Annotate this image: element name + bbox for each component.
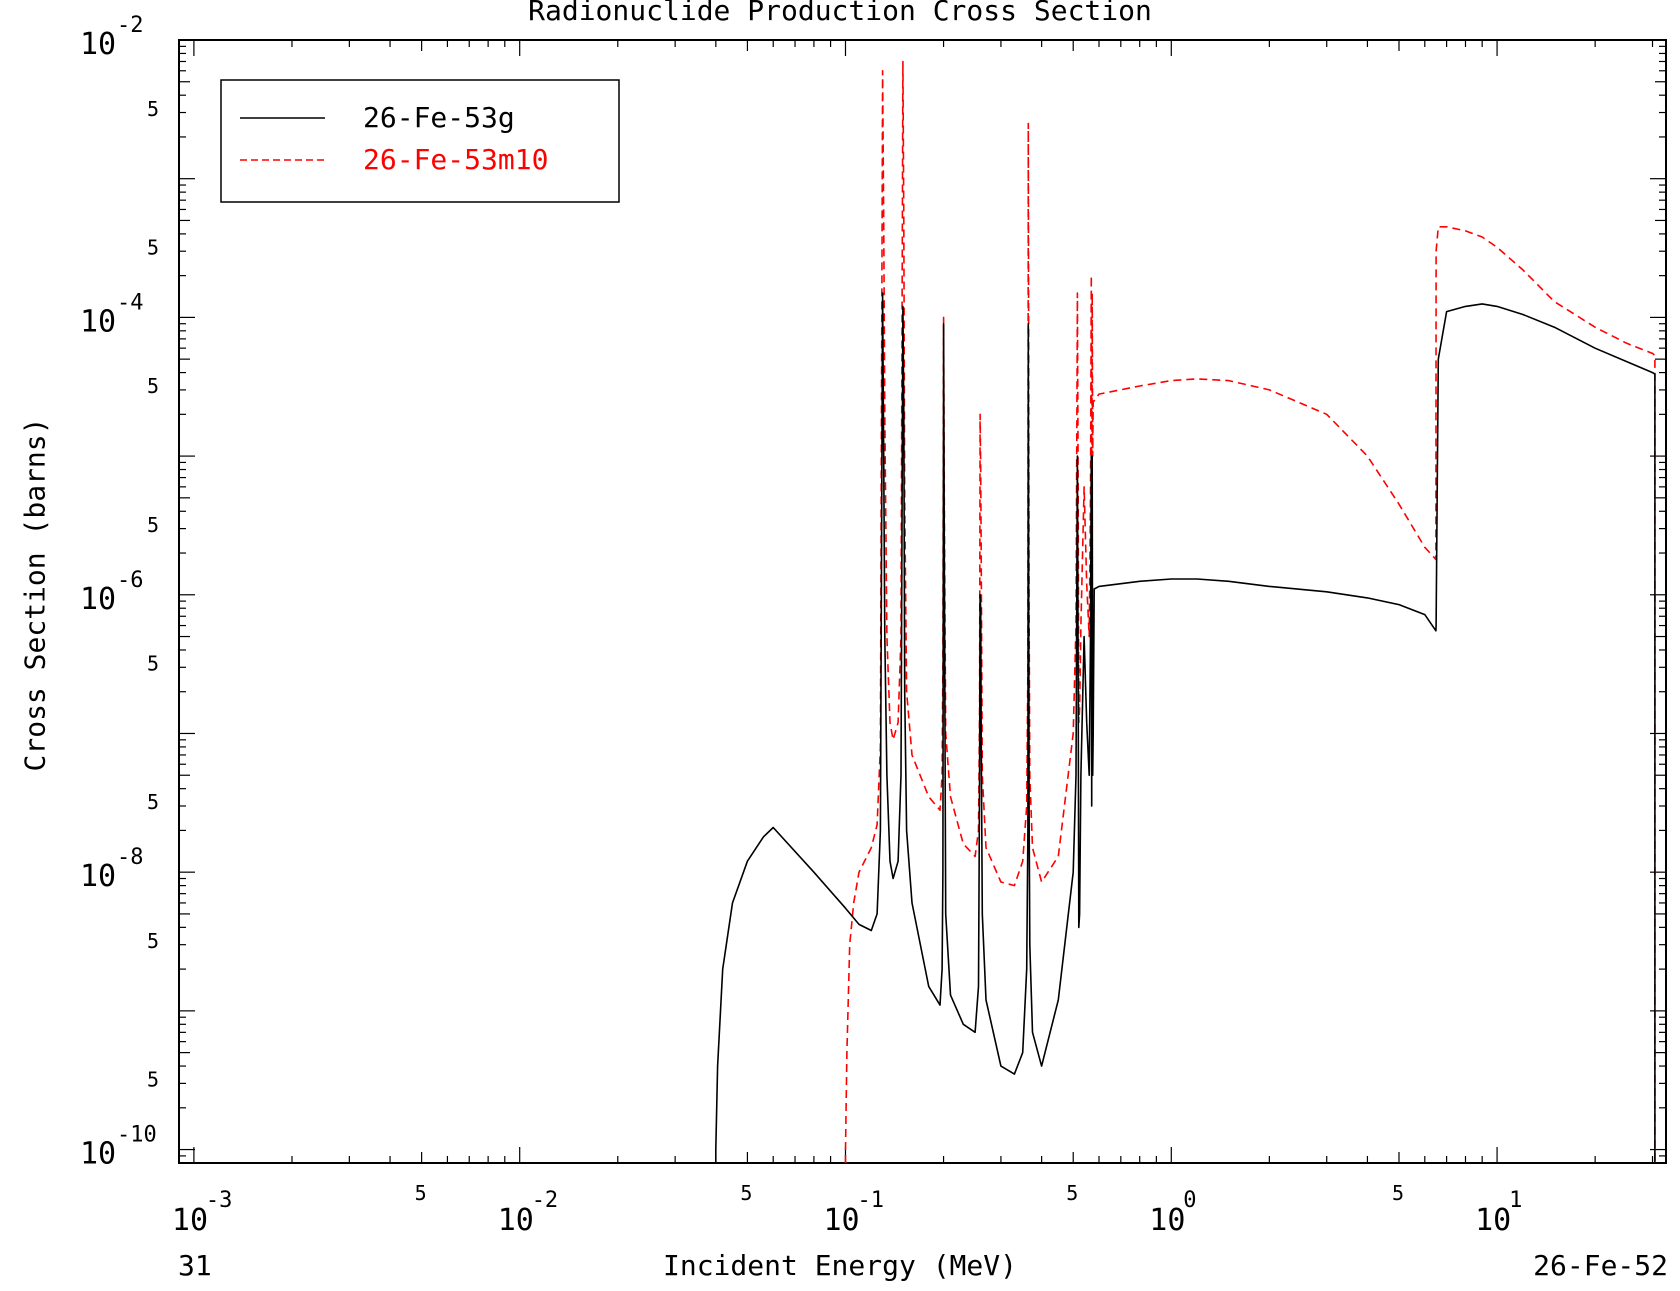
y-tick-label: 10: [80, 304, 116, 339]
y-tick-label-exponent: -6: [117, 568, 144, 593]
x-tick-label: 10: [172, 1203, 208, 1238]
series-line-26-Fe-53g: [714, 292, 1656, 1163]
plot-frame: [178, 39, 1667, 1164]
x-tick-label: 5: [1392, 1181, 1404, 1205]
x-tick-label-exponent: -1: [857, 1188, 884, 1213]
y-tick-label: 5: [147, 929, 159, 953]
x-tick-label: 5: [415, 1181, 427, 1205]
footer-right-text: 26-Fe-52: [1533, 1249, 1668, 1282]
y-tick-label: 5: [147, 235, 159, 259]
legend-label-fe53m10: 26-Fe-53m10: [363, 143, 548, 176]
x-axis-label: Incident Energy (MeV): [662, 1249, 1017, 1282]
y-tick-label: 10: [80, 1137, 116, 1172]
x-tick-label: 5: [740, 1181, 752, 1205]
y-tick-label: 5: [147, 374, 159, 398]
series-layer: [714, 60, 1656, 1163]
y-tick-label-exponent: -8: [117, 845, 144, 870]
y-tick-label: 5: [147, 652, 159, 676]
y-tick-label: 5: [147, 790, 159, 814]
footer-left-text: 31: [178, 1249, 212, 1282]
legend: 26-Fe-53g 26-Fe-53m10: [220, 79, 620, 203]
chart-title: Radionuclide Production Cross Section: [528, 0, 1152, 27]
legend-box: [220, 79, 620, 203]
y-tick-label-exponent: -2: [117, 13, 144, 38]
x-tick-label-exponent: -3: [206, 1188, 233, 1213]
x-tick-label: 10: [1475, 1203, 1511, 1238]
x-tick-label: 5: [1066, 1181, 1078, 1205]
x-tick-label: 10: [823, 1203, 859, 1238]
y-tick-label: 10: [80, 859, 116, 894]
x-tick-label-exponent: 0: [1183, 1188, 1196, 1213]
x-tick-label: 10: [1149, 1203, 1185, 1238]
y-tick-label: 5: [147, 1068, 159, 1092]
x-tick-label-exponent: 1: [1509, 1188, 1522, 1213]
x-tick-label-exponent: -2: [532, 1188, 559, 1213]
minor-ticks: [178, 39, 1666, 1164]
y-tick-label-exponent: -4: [117, 290, 144, 315]
y-tick-label: 10: [80, 27, 116, 62]
x-tick-label: 10: [498, 1203, 534, 1238]
legend-label-fe53g: 26-Fe-53g: [363, 101, 515, 134]
y-tick-label: 5: [147, 97, 159, 121]
y-tick-label: 10: [80, 582, 116, 617]
y-tick-label: 5: [147, 513, 159, 537]
y-tick-label-exponent: -10: [117, 1123, 157, 1148]
series-line-26-Fe-53m10: [844, 60, 1656, 1163]
